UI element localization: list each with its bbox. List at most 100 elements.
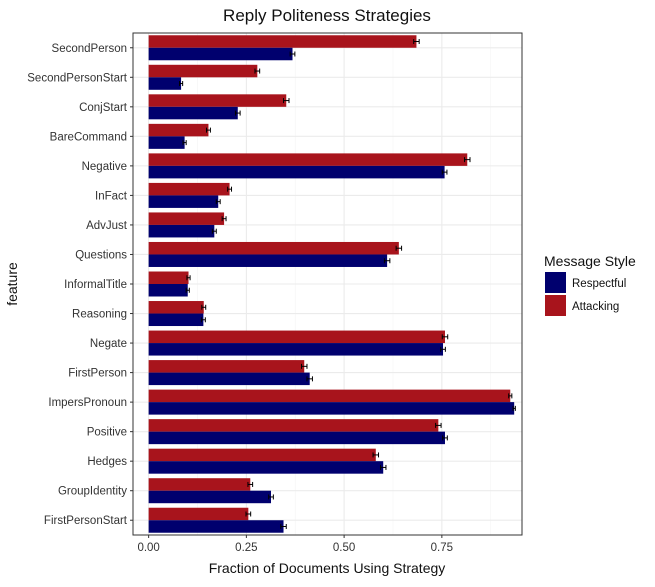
bar-respectful	[148, 431, 445, 445]
y-tick-label: Positive	[87, 427, 127, 439]
error-bar	[413, 39, 420, 45]
error-bar	[215, 199, 221, 205]
x-tick-label: 0.50	[333, 542, 355, 554]
bars	[148, 35, 515, 533]
bar-attacking	[148, 123, 209, 137]
error-bar	[464, 157, 471, 163]
error-bar	[211, 228, 217, 234]
bar-attacking	[148, 419, 439, 432]
bar-respectful	[148, 313, 204, 327]
bar-attacking	[148, 478, 251, 491]
y-tick-label: InformalTitle	[64, 279, 127, 291]
bar-attacking	[148, 301, 204, 314]
error-bar	[306, 376, 313, 382]
y-tick-label: Hedges	[87, 456, 127, 468]
error-bar	[234, 110, 241, 116]
bar-respectful	[148, 254, 388, 267]
bar-attacking	[148, 389, 511, 403]
bar-respectful	[148, 284, 188, 297]
error-bar	[512, 405, 516, 411]
legend-label-respectful: Respectful	[572, 278, 626, 290]
bar-attacking	[148, 241, 399, 255]
bar-respectful	[148, 224, 215, 238]
error-bar	[301, 363, 308, 369]
error-bar	[245, 511, 252, 517]
bar-attacking	[148, 271, 189, 284]
bar-respectful	[148, 402, 515, 415]
y-tick-label: InFact	[95, 190, 128, 202]
error-bar	[395, 245, 403, 251]
x-axis-label: Fraction of Documents Using Strategy	[209, 560, 446, 576]
error-bar	[441, 169, 448, 175]
error-bar	[201, 304, 207, 310]
error-bar	[442, 435, 448, 441]
error-bar	[440, 346, 446, 352]
bar-attacking	[148, 153, 468, 166]
error-bar	[383, 258, 391, 264]
y-axis-label: feature	[4, 262, 20, 306]
error-bar	[247, 481, 254, 487]
bar-respectful	[148, 165, 445, 179]
bar-respectful	[148, 77, 182, 90]
bar-respectful	[148, 461, 384, 474]
y-tick-label: Negative	[82, 161, 127, 173]
y-tick-label: Questions	[75, 249, 127, 261]
bar-attacking	[148, 360, 305, 373]
bar-respectful	[148, 195, 219, 208]
legend-title: Message Style	[544, 253, 636, 269]
error-bar	[435, 422, 442, 428]
y-tick-label: ConjStart	[79, 102, 128, 114]
y-tick-label: Reasoning	[72, 309, 127, 321]
y-tick-labels: SecondPerson SecondPersonStart ConjStart Ba…	[27, 43, 133, 527]
error-bar	[508, 393, 513, 399]
y-tick-label: SecondPersonStart	[27, 72, 128, 84]
x-tick-label: 0.75	[431, 542, 453, 554]
error-bars	[179, 39, 516, 529]
legend-swatch-respectful	[545, 272, 566, 293]
legend-items: Respectful Attacking	[545, 272, 626, 316]
x-tick-label: 0.00	[137, 542, 159, 554]
error-bar	[186, 275, 191, 281]
legend-label-attacking: Attacking	[572, 301, 619, 313]
error-bar	[254, 68, 261, 74]
bar-attacking	[148, 212, 225, 225]
bar-attacking	[148, 448, 376, 462]
error-bar	[289, 51, 296, 57]
legend-swatch-attacking	[545, 295, 566, 316]
bar-respectful	[148, 136, 185, 149]
bar-respectful	[148, 343, 444, 356]
bar-attacking	[148, 507, 249, 521]
error-bar	[205, 127, 211, 133]
error-bar	[221, 216, 227, 222]
error-bar	[182, 140, 187, 146]
bar-respectful	[148, 372, 310, 386]
y-tick-label: AdvJust	[86, 220, 128, 232]
bar-respectful	[148, 106, 238, 120]
error-bar	[283, 98, 290, 104]
bar-respectful	[148, 47, 293, 61]
bar-attacking	[148, 182, 230, 196]
bar-attacking	[148, 35, 417, 48]
chart-title: Reply Politeness Strategies	[223, 6, 431, 25]
y-tick-label: FirstPersonStart	[44, 515, 128, 527]
legend: Message Style Respectful Attacking	[544, 253, 636, 316]
y-tick-label: GroupIdentity	[58, 486, 127, 498]
error-bar	[227, 186, 233, 192]
bar-attacking	[148, 64, 258, 78]
error-bar	[268, 494, 274, 500]
error-bar	[372, 452, 380, 458]
y-tick-label: SecondPerson	[52, 43, 127, 55]
x-tick-labels: 0.00 0.25 0.50 0.75	[137, 535, 453, 554]
y-tick-label: Negate	[90, 338, 127, 350]
bar-respectful	[148, 490, 272, 504]
error-bar	[179, 81, 184, 87]
error-bar	[200, 317, 206, 323]
bar-respectful	[148, 520, 284, 533]
bar-attacking	[148, 330, 445, 344]
y-tick-label: BareCommand	[50, 131, 127, 143]
error-bar	[379, 464, 387, 470]
x-tick-label: 0.25	[235, 542, 257, 554]
y-tick-label: FirstPerson	[68, 368, 127, 380]
bar-attacking	[148, 94, 287, 107]
